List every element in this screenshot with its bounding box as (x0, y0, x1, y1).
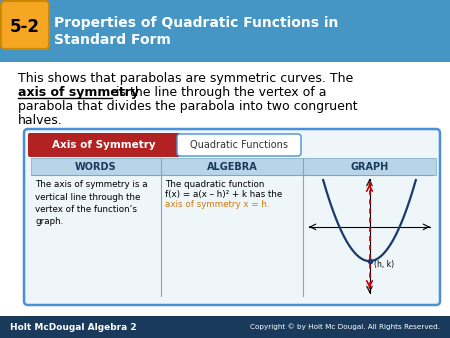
FancyBboxPatch shape (31, 158, 161, 175)
FancyBboxPatch shape (303, 158, 436, 175)
Text: The axis of symmetry is a
vertical line through the
vertex of the function’s
gra: The axis of symmetry is a vertical line … (35, 180, 148, 226)
Text: Properties of Quadratic Functions in: Properties of Quadratic Functions in (54, 16, 338, 30)
Text: Holt McDougal Algebra 2: Holt McDougal Algebra 2 (10, 322, 137, 332)
Text: 5-2: 5-2 (10, 18, 40, 36)
FancyBboxPatch shape (1, 1, 49, 49)
Text: f(x) = a(x – h)² + k has the: f(x) = a(x – h)² + k has the (165, 190, 282, 199)
Text: axis of symmetry: axis of symmetry (18, 86, 139, 99)
Text: Standard Form: Standard Form (54, 33, 171, 47)
Text: is the line through the vertex of a: is the line through the vertex of a (112, 86, 327, 99)
FancyBboxPatch shape (177, 134, 301, 156)
Text: parabola that divides the parabola into two congruent: parabola that divides the parabola into … (18, 100, 358, 113)
Text: Axis of Symmetry: Axis of Symmetry (52, 140, 156, 150)
FancyBboxPatch shape (28, 133, 180, 157)
Text: This shows that parabolas are symmetric curves. The: This shows that parabolas are symmetric … (18, 72, 353, 85)
FancyBboxPatch shape (0, 0, 450, 62)
Text: halves.: halves. (18, 114, 63, 127)
FancyBboxPatch shape (0, 316, 450, 338)
FancyBboxPatch shape (24, 129, 440, 305)
Text: Copyright © by Holt Mc Dougal. All Rights Reserved.: Copyright © by Holt Mc Dougal. All Right… (250, 324, 440, 330)
Text: (h, k): (h, k) (374, 260, 394, 269)
FancyBboxPatch shape (161, 158, 303, 175)
FancyBboxPatch shape (0, 0, 450, 62)
Text: axis of symmetry x = h.: axis of symmetry x = h. (165, 200, 270, 209)
Text: GRAPH: GRAPH (351, 162, 389, 171)
Text: ALGEBRA: ALGEBRA (207, 162, 257, 171)
Text: Quadratic Functions: Quadratic Functions (190, 140, 288, 150)
Text: WORDS: WORDS (75, 162, 117, 171)
Text: The quadratic function: The quadratic function (165, 180, 265, 189)
